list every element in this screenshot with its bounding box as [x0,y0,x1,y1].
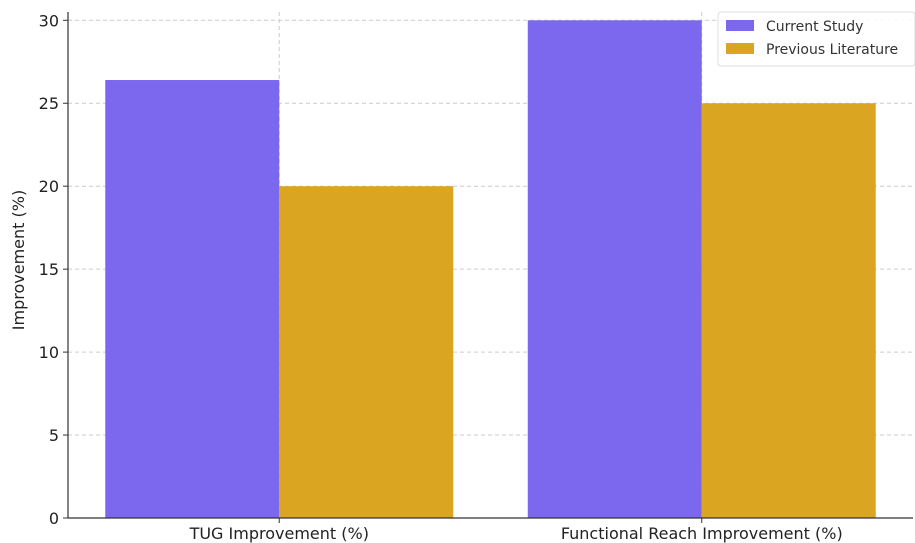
y-tick-label: 10 [39,343,59,362]
x-tick-label: Functional Reach Improvement (%) [561,524,843,543]
bar-current-study [527,20,702,519]
bar-current-study [105,80,280,519]
legend-swatch [726,43,754,54]
ticks-layer: 0 5 10 15 20 25 30 TUG Improvement (%) Functiona… [39,11,843,543]
y-tick-label: 15 [39,260,59,279]
y-axis-title: Improvement (%) [9,190,28,330]
y-tick-label: 0 [49,509,59,528]
y-tick-label: 20 [39,177,59,196]
legend-swatch [726,20,754,31]
legend: Current Study Previous Literature [717,11,915,67]
x-tick-label: TUG Improvement (%) [189,524,369,543]
y-tick-label: 5 [49,426,59,445]
y-tick-label: 25 [39,94,59,113]
bar-previous-literature [279,186,454,518]
legend-label: Current Study [766,19,863,35]
legend-box [717,11,915,67]
bar-previous-literature [701,103,876,518]
bars-layer [105,20,876,519]
legend-label: Previous Literature [766,42,898,58]
y-tick-label: 30 [39,11,59,30]
axes-layer [67,12,913,519]
